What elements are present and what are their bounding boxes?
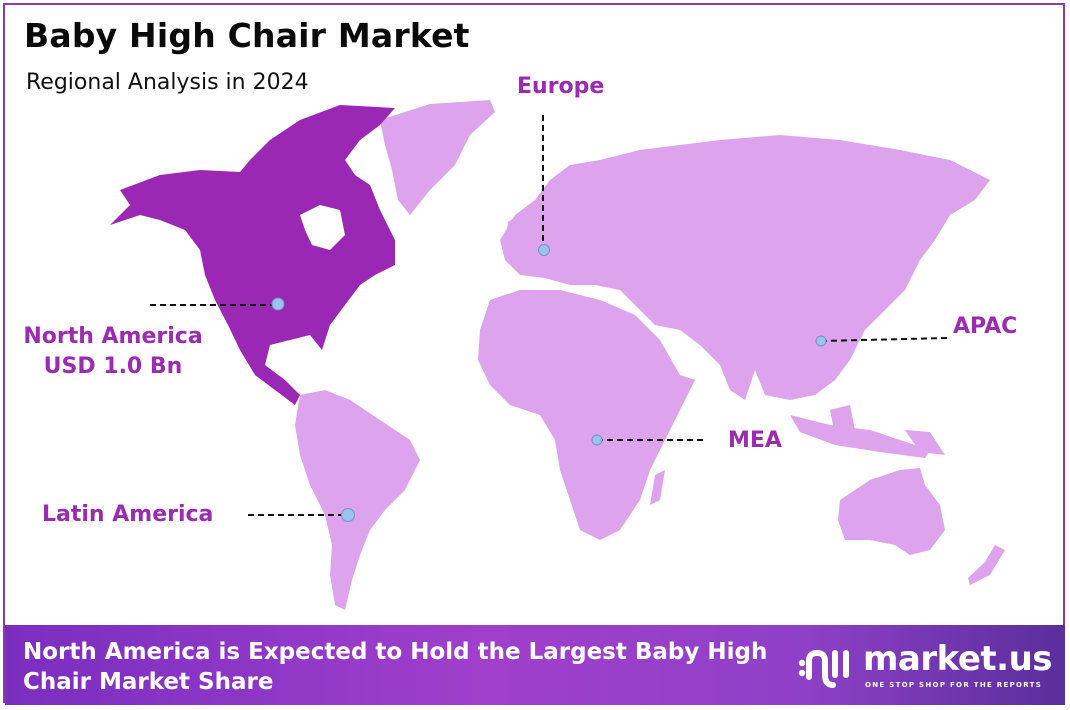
europe-label: Europe — [517, 74, 605, 99]
indonesia-shape — [790, 415, 930, 458]
gulf-of-mexico — [270, 340, 322, 368]
borneo-shape — [830, 405, 855, 435]
new-guinea-shape — [905, 430, 945, 455]
mea-label: MEA — [728, 428, 782, 453]
eurasia-shape — [500, 135, 990, 400]
greenland-shape — [380, 100, 495, 215]
apac-leader — [820, 337, 949, 342]
australia-shape — [838, 468, 945, 555]
north-america-marker[interactable] — [271, 297, 285, 311]
page-subtitle: Regional Analysis in 2024 — [26, 70, 309, 95]
footer-headline: North America is Expected to Hold the La… — [23, 639, 768, 695]
page-title: Baby High Chair Market — [24, 16, 470, 55]
footer-banner: North America is Expected to Hold the La… — [5, 625, 1065, 705]
brand-name: market.us — [863, 639, 1053, 679]
mea-marker[interactable] — [591, 434, 603, 446]
japan-shape — [882, 250, 905, 300]
north-america-name: North America — [23, 324, 203, 349]
north-america-shape — [110, 105, 395, 405]
latin-america-label: Latin America — [42, 502, 214, 527]
north-america-value: USD 1.0 Bn — [43, 354, 183, 379]
brand-logo[interactable]: market.us ONE STOP SHOP FOR THE REPORTS — [795, 639, 1055, 691]
brand-tagline: ONE STOP SHOP FOR THE REPORTS — [865, 681, 1043, 689]
market-us-logo-icon — [798, 649, 849, 688]
apac-marker[interactable] — [815, 335, 827, 347]
latin-america-shape — [295, 390, 420, 610]
uk-shape — [505, 215, 522, 248]
europe-marker[interactable] — [538, 244, 550, 256]
north-america-label: North America USD 1.0 Bn — [18, 322, 208, 382]
apac-label: APAC — [953, 314, 1018, 339]
madagascar-shape — [650, 470, 665, 505]
hudson-bay — [300, 205, 345, 250]
latin-america-marker[interactable] — [341, 508, 355, 522]
new-zealand-shape — [968, 545, 1005, 585]
world-map — [110, 100, 1005, 610]
africa-shape — [478, 290, 695, 540]
